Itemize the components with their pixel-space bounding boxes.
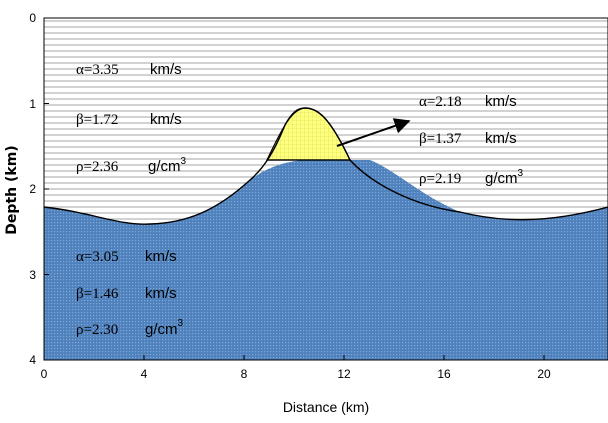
lower-layer	[44, 160, 608, 360]
y-axis: 0 1 2 3 4 Depth (km)	[4, 11, 49, 367]
upper-alpha: α=3.35	[76, 62, 119, 78]
lower-layer-labels: α=3.05 km/s β=1.46 km/s ρ=2.30 g/cm3	[76, 248, 184, 338]
x-tick-label: 4	[141, 367, 148, 381]
lower-rho-unit-exp: 3	[178, 318, 184, 329]
y-tick-label: 1	[29, 97, 36, 111]
lower-rho: ρ=2.30	[76, 322, 118, 338]
x-axis-title: Distance (km)	[283, 399, 369, 415]
upper-rho: ρ=2.36	[76, 159, 119, 175]
interface-line	[44, 107, 608, 225]
hill-alpha-unit: km/s	[485, 93, 517, 110]
upper-rho-unit-exp: 3	[181, 156, 187, 167]
upper-beta-unit: km/s	[150, 111, 182, 128]
x-tick-label: 20	[537, 367, 551, 381]
upper-alpha-unit: km/s	[150, 61, 182, 78]
hill-labels: α=2.18 km/s β=1.37 km/s ρ=2.19 g/cm3	[336, 93, 524, 187]
hill-beta-unit: km/s	[485, 130, 517, 147]
hill-rho-unit: g/cm3	[485, 168, 524, 187]
hill-rho-unit-exp: 3	[518, 168, 524, 179]
lower-rho-unit-base: g/cm	[145, 321, 178, 338]
hill-rho: ρ=2.19	[419, 171, 461, 187]
x-tick-label: 0	[41, 367, 48, 381]
lower-alpha: α=3.05	[76, 249, 119, 265]
hill-alpha: α=2.18	[419, 94, 462, 110]
upper-rho-unit-base: g/cm	[148, 158, 181, 175]
upper-beta: β=1.72	[76, 112, 118, 128]
y-axis-title: Depth (km)	[4, 145, 20, 234]
x-tick-label: 8	[241, 367, 248, 381]
lower-rho-unit: g/cm3	[145, 318, 184, 338]
upper-rho-unit: g/cm3	[148, 156, 187, 175]
lower-alpha-unit: km/s	[145, 248, 177, 265]
x-axis: 0 4 8 12 16 20 Distance (km)	[41, 355, 551, 415]
lower-beta: β=1.46	[76, 286, 119, 302]
x-tick-label: 12	[337, 367, 351, 381]
hill-rho-unit-base: g/cm	[485, 170, 518, 187]
y-tick-label: 2	[29, 182, 36, 196]
lower-beta-unit: km/s	[145, 285, 177, 302]
x-tick-label: 16	[437, 367, 451, 381]
upper-layer-labels: α=3.35 km/s β=1.72 km/s ρ=2.36 g/cm3	[76, 61, 187, 175]
y-tick-label: 3	[29, 268, 36, 282]
y-tick-label: 0	[29, 11, 36, 25]
hill-beta: β=1.37	[419, 131, 462, 147]
y-tick-label: 4	[29, 353, 36, 367]
hill-arrow	[336, 118, 411, 147]
